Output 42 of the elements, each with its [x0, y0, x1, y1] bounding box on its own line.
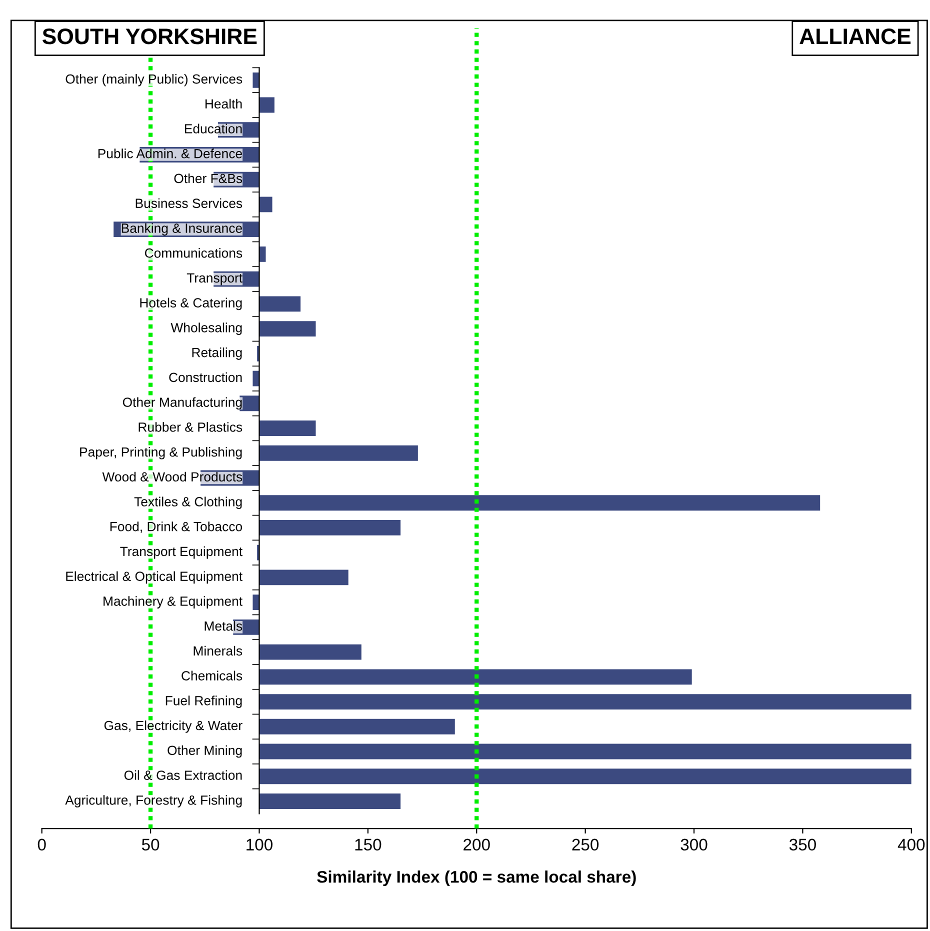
y-tick-label: Rubber & Plastics — [138, 422, 242, 432]
y-tick-label: Communications — [144, 248, 242, 258]
x-tick-label: 50 — [142, 838, 160, 851]
y-tick-label: Metals — [204, 621, 242, 631]
y-tick-label: Transport Equipment — [120, 546, 242, 559]
x-tick-label: 200 — [464, 838, 490, 851]
y-tick-label: Business Services — [136, 198, 242, 208]
y-tick-label: Retailing — [192, 348, 242, 360]
y-tick-label: Other (mainly Public) Services — [66, 74, 242, 86]
y-tick-label: Textiles & Clothing — [134, 496, 242, 510]
x-axis-title: Similarity Index (100 = same local share) — [317, 870, 636, 886]
x-tick-label: 250 — [572, 838, 599, 851]
y-tick-label: Gas, Electricity & Water — [104, 720, 242, 733]
y-tick-label: Wholesaling — [170, 322, 242, 335]
x-tick-label: 350 — [789, 838, 816, 851]
x-tick-label: 100 — [246, 838, 272, 851]
y-tick-label: Transport — [186, 273, 242, 286]
y-tick-label: Oil & Gas Extraction — [124, 770, 242, 780]
y-tick-label: Electrical & Optical Equipment — [66, 571, 242, 584]
x-tick-label: 150 — [355, 838, 382, 851]
y-tick-label: Health — [206, 98, 242, 109]
x-tick-label: 400 — [898, 838, 925, 851]
y-tick-label: Other Mining — [168, 745, 242, 758]
x-tick-label: 300 — [680, 838, 708, 851]
y-tick-label: Paper, Printing & Publishing — [80, 446, 242, 460]
y-tick-label: Minerals — [194, 646, 242, 656]
y-tick-label: Agriculture, Forestry & Fishing — [65, 795, 242, 808]
text: SOUTH YORKSHIRE — [42, 28, 257, 44]
y-tick-label: Public Admin. & Defence — [98, 148, 242, 158]
y-tick-label: Machinery & Equipment — [104, 596, 242, 608]
y-tick-label: Wood & Wood Products — [102, 472, 242, 482]
text: ALLIANCE — [800, 28, 911, 44]
y-tick-label: Other F&Bs — [174, 173, 242, 184]
y-tick-label: Fuel Refining — [166, 696, 242, 708]
y-tick-label: Construction — [169, 372, 242, 382]
y-tick-label: Banking & Insurance — [122, 223, 242, 236]
y-tick-label: Food, Drink & Tobacco — [110, 522, 242, 533]
y-tick-label: Other Manufacturing — [122, 397, 242, 410]
x-tick-label: 0 — [38, 838, 46, 851]
y-tick-label: Education — [184, 124, 242, 134]
y-tick-label: Hotels & Catering — [140, 298, 242, 310]
y-tick-label: Chemicals — [182, 670, 242, 680]
